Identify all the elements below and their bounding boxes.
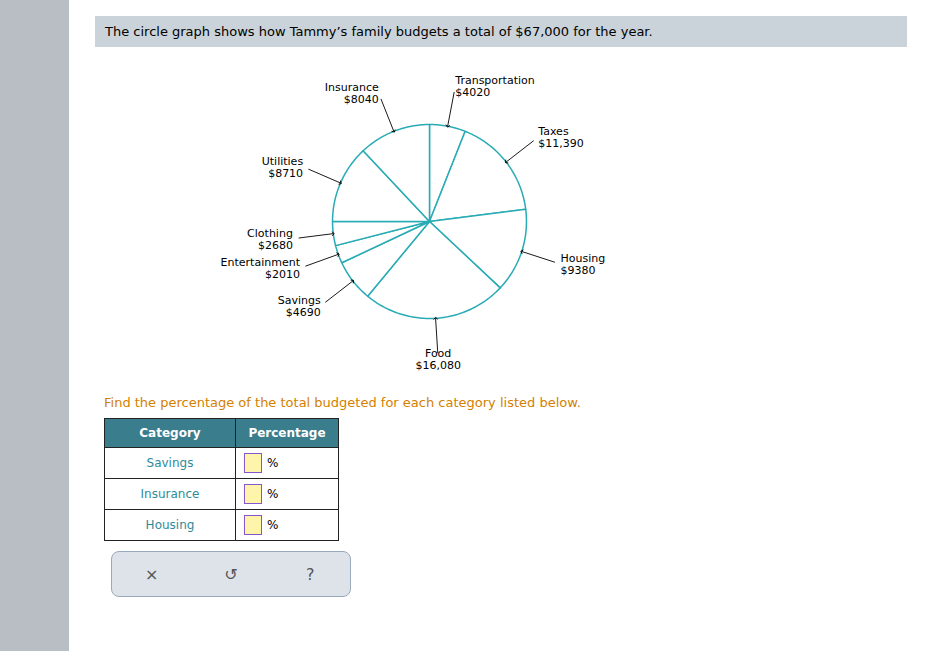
svg-text:Savings$4690: Savings$4690: [278, 294, 321, 319]
svg-text:Insurance$8040: Insurance$8040: [325, 81, 379, 106]
svg-text:Entertainment$2010: Entertainment$2010: [221, 256, 301, 281]
svg-text:Transportation$4020: Transportation$4020: [454, 74, 534, 99]
html-text:Category: Category: [139, 426, 201, 440]
svg-text:Housing$9380: Housing$9380: [560, 252, 605, 277]
html-text:Savings: Savings: [146, 456, 194, 470]
html-text:Find the percentage of the tot: Find the percentage of the total budgete…: [104, 395, 581, 410]
html-text:Percentage: Percentage: [248, 426, 326, 440]
html-text:Housing: Housing: [145, 518, 195, 532]
svg-text:Clothing$2680: Clothing$2680: [247, 227, 293, 252]
html-text:Insurance: Insurance: [140, 487, 200, 501]
svg-text:Utilities$8710: Utilities$8710: [262, 155, 304, 180]
svg-text:Food$16,080: Food$16,080: [415, 347, 461, 372]
html-text:The circle graph shows how Tam: The circle graph shows how Tammy’s famil…: [105, 24, 653, 39]
svg-text:Taxes$11,390: Taxes$11,390: [537, 125, 584, 150]
